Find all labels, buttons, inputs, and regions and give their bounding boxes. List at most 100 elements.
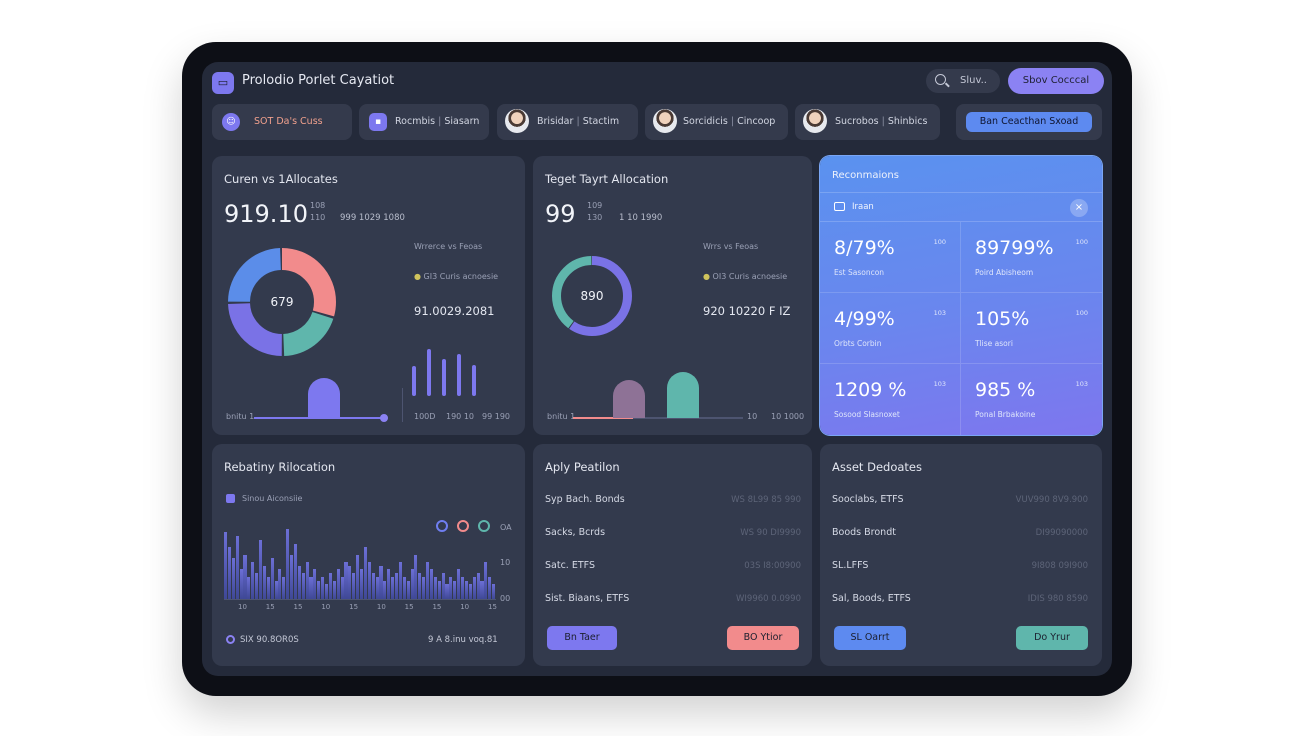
- slider-track[interactable]: [573, 417, 743, 419]
- stat-a: 108: [310, 201, 326, 210]
- recommendation-toolbar: Iraan ×: [820, 192, 1102, 222]
- tab-separator: |: [438, 116, 442, 127]
- list-item[interactable]: Sooclabs, ETFS VUV990 8V9.900: [832, 494, 1088, 514]
- tab-sublabel: Siasarn: [444, 116, 480, 127]
- cell-sublabel: Sosood Slasnoxet: [834, 410, 900, 419]
- cell-corner: 100: [1075, 238, 1088, 246]
- axis-label: 10 1000: [771, 412, 805, 421]
- stat-a: 109: [587, 201, 603, 210]
- stat-c: 999 1029 1080: [340, 213, 405, 223]
- x-tick-row: 10 15 15 10 15 10 15 15 10 15: [224, 603, 497, 613]
- card-title: Teget Tayrt Allocation: [545, 172, 669, 186]
- histogram-bar: [305, 562, 309, 599]
- app-title: Prolodio Porlet Cayatiot: [242, 73, 395, 88]
- tab-label: SOT Da's Cuss: [254, 116, 323, 127]
- tab-separator: |: [576, 116, 580, 127]
- tab-sorcidicis[interactable]: Sorcidicis | Cincoop: [645, 104, 788, 140]
- cell-corner: 103: [933, 380, 946, 388]
- axis-label: 100D: [414, 412, 436, 421]
- close-icon[interactable]: ×: [1070, 199, 1088, 217]
- asset-right-button[interactable]: Do Yrur: [1016, 626, 1088, 650]
- cell-value: 8/79%: [834, 237, 895, 259]
- histogram-bar: [255, 573, 259, 599]
- current-mid-value: 91.0029.2081: [414, 304, 495, 318]
- histogram-bar: [301, 573, 305, 599]
- stat-b: 130: [587, 213, 603, 222]
- rebalancing-histogram: [224, 526, 496, 600]
- histogram-bar: [258, 539, 263, 599]
- allocation-bar: [308, 378, 340, 418]
- series-toggle[interactable]: [478, 520, 490, 532]
- series-toggle[interactable]: [436, 520, 448, 532]
- series-toggle[interactable]: [457, 520, 469, 532]
- x-tick: 15: [349, 603, 359, 611]
- stat-b: 110: [310, 213, 326, 222]
- tab-rocmbis[interactable]: ▪ Rocmbis | Siasarn: [359, 104, 489, 140]
- list-item[interactable]: Sal, Boods, ETFS IDIS 980 8590: [832, 593, 1088, 613]
- tablet-frame: ▭ Prolodio Porlet Cayatiot Sluv.. Sbov C…: [182, 42, 1132, 696]
- search-label: Sluv..: [960, 75, 987, 86]
- list-item[interactable]: Sist. Biaans, ETFS WI9960 0.0990: [545, 593, 801, 613]
- recommendation-cell[interactable]: 1209 % Sosood Slasnoxet 103: [820, 364, 961, 435]
- cell-sublabel: Est Sasoncon: [834, 268, 885, 277]
- donut-slice: [552, 256, 632, 336]
- slider-label: bnitu 1: [226, 412, 255, 421]
- recommendation-cell[interactable]: 89799% Poird Abisheom 100: [961, 222, 1102, 293]
- recommendation-cell[interactable]: 4/99% Orbts Corbin 103: [820, 293, 961, 364]
- histogram-bar: [227, 547, 231, 599]
- current-allocation-card: Curen vs 1Allocates 919.10 108 110 999 1…: [212, 156, 525, 435]
- cell-corner: 103: [1075, 380, 1088, 388]
- histogram-bar: [251, 562, 255, 599]
- list-item[interactable]: Satc. ETFS 03S I8:00900: [545, 560, 801, 580]
- card-title: Rebatiny Rilocation: [224, 460, 336, 474]
- list-item[interactable]: Syp Bach. Bonds WS 8L99 85 990: [545, 494, 801, 514]
- apply-left-button[interactable]: Bn Taer: [547, 626, 617, 650]
- histogram-bar: [484, 562, 488, 599]
- row-label: Sal, Boods, ETFS: [832, 593, 911, 604]
- cell-value: 4/99%: [834, 308, 895, 330]
- histogram-bar: [344, 562, 348, 599]
- x-tick: 15: [293, 603, 303, 611]
- histogram-bar: [235, 536, 239, 599]
- histogram-bar: [406, 580, 410, 599]
- apply-right-button[interactable]: BO Ytior: [727, 626, 799, 650]
- card-title: Curen vs 1Allocates: [224, 172, 338, 186]
- donut-center-value: 679: [270, 295, 294, 309]
- tab-separator: |: [730, 116, 735, 127]
- histogram-bar: [282, 576, 286, 599]
- histogram-bar: [266, 576, 270, 599]
- histogram-bar: [363, 547, 367, 599]
- list-item[interactable]: Boods Brondt DI99090000: [832, 527, 1088, 547]
- x-tick: 15: [432, 603, 442, 611]
- histogram-bar: [371, 573, 375, 599]
- recommendation-cell[interactable]: 8/79% Est Sasoncon 100: [820, 222, 961, 293]
- target-bar: [667, 372, 699, 418]
- slider-track[interactable]: [254, 414, 388, 422]
- cell-value: 985 %: [975, 379, 1036, 401]
- histogram-bar: [433, 576, 437, 599]
- list-item[interactable]: SL.LFFS 9I808 09I900: [832, 560, 1088, 580]
- tab-overview[interactable]: ☺ SOT Da's Cuss: [212, 104, 352, 140]
- search-icon: [935, 74, 946, 85]
- tab-brisidar[interactable]: Brisidar | Stactim: [497, 104, 638, 140]
- asset-left-button[interactable]: SL Oarrt: [834, 626, 906, 650]
- header-action-button[interactable]: Sbov Cocccal: [1008, 68, 1104, 94]
- tab-sucrobos[interactable]: Sucrobos | Shinbics: [795, 104, 940, 140]
- histogram-bar: [367, 562, 371, 599]
- recommendation-cell[interactable]: 985 % Ponal Brbakoine 103: [961, 364, 1102, 435]
- donut-slice: [552, 256, 632, 336]
- histogram-bar: [356, 554, 360, 599]
- list-item[interactable]: Sacks, Bcrds WS 90 DI9990: [545, 527, 801, 547]
- histogram-bar: [464, 580, 468, 599]
- slider-handle[interactable]: [379, 414, 388, 422]
- histogram-bar: [379, 565, 383, 599]
- mini-bar: [412, 366, 416, 396]
- histogram-bar: [398, 562, 402, 599]
- histogram-bar: [239, 569, 243, 599]
- search-box[interactable]: Sluv..: [926, 69, 1000, 93]
- tab-action-button[interactable]: Ban Ceacthan Sxoad: [966, 112, 1092, 132]
- row-value: VUV990 8V9.900: [1015, 495, 1088, 505]
- recommendation-cell[interactable]: 105% Tlise asori 100: [961, 293, 1102, 364]
- histogram-bar: [402, 576, 406, 599]
- window-icon: [834, 202, 845, 211]
